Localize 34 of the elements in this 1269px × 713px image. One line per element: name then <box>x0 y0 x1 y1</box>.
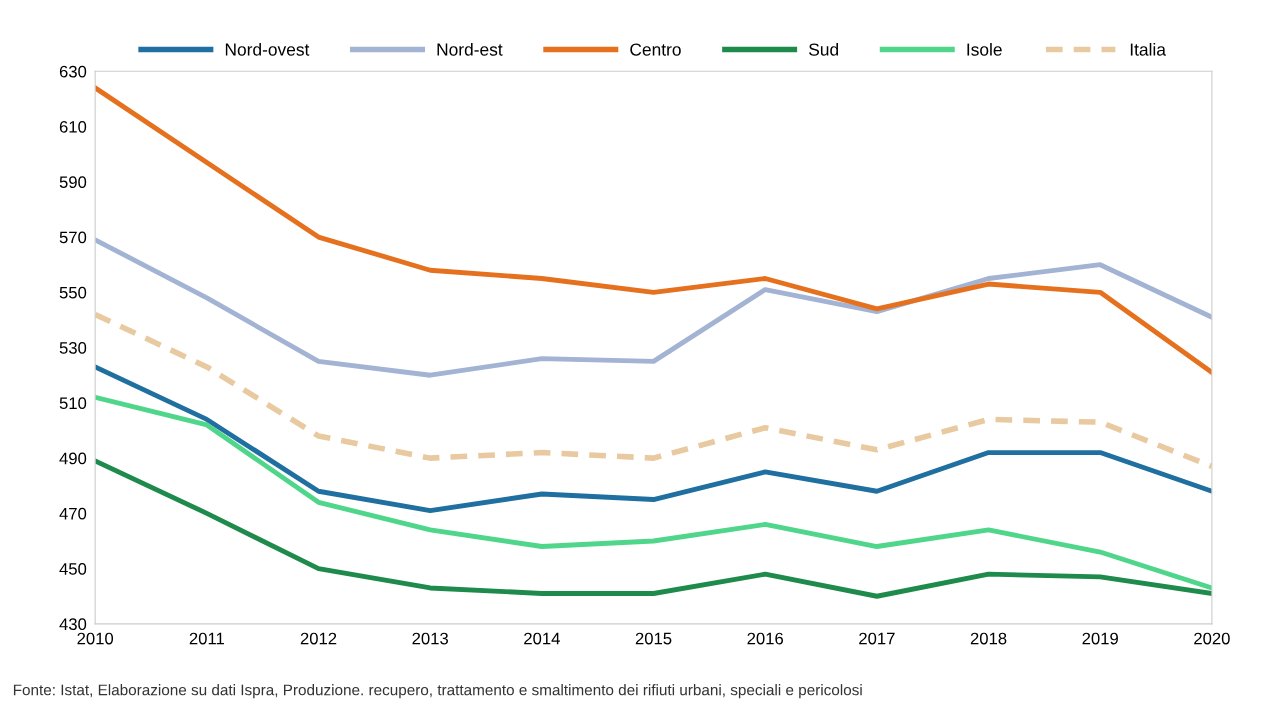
legend-label: Centro <box>630 43 681 56</box>
x-tick-label: 2015 <box>635 632 672 645</box>
line-series <box>95 394 1212 591</box>
legend-label: Sud <box>809 42 839 56</box>
y-tick-label: 490 <box>59 452 87 465</box>
legend-label: Isole <box>967 42 1002 56</box>
line-series <box>95 85 1212 375</box>
x-tick-label: 2014 <box>524 632 560 645</box>
y-tick-label: 530 <box>59 341 87 354</box>
legend-label: Italia <box>1130 42 1166 56</box>
legend-label: Nord-ovest <box>225 42 310 56</box>
x-tick-label: 2013 <box>412 632 448 645</box>
y-tick-label: 450 <box>59 563 87 575</box>
line-series <box>95 364 1212 514</box>
x-tick-label: 2019 <box>1082 632 1118 645</box>
y-tick-label: 630 <box>59 65 87 78</box>
y-tick-label: 470 <box>59 507 87 520</box>
x-tick-label: 2017 <box>859 632 895 645</box>
x-tick-label: 2020 <box>1194 632 1230 645</box>
y-tick-label: 610 <box>59 120 87 133</box>
x-tick-label: 2012 <box>300 632 337 645</box>
x-tick-label: 2016 <box>747 632 784 645</box>
y-tick-label: 430 <box>59 618 87 631</box>
x-tick-label: 2018 <box>970 632 1007 645</box>
y-tick-label: 570 <box>59 231 87 244</box>
y-tick-label: 590 <box>59 176 87 189</box>
x-tick-label: 2010 <box>77 632 114 645</box>
x-tick-label: 2011 <box>189 632 224 645</box>
y-tick-label: 510 <box>59 397 87 410</box>
legend-label: Nord-est <box>437 42 503 56</box>
line-series <box>95 237 1212 378</box>
line-series <box>95 458 1212 599</box>
source-note: Fonte: Istat, Elaborazione su dati Ispra, Produzione. recupero, trattamento e smaltimento dei rifiuti urbani, speciali e pericolosi <box>13 684 862 699</box>
y-tick-label: 550 <box>59 286 87 299</box>
